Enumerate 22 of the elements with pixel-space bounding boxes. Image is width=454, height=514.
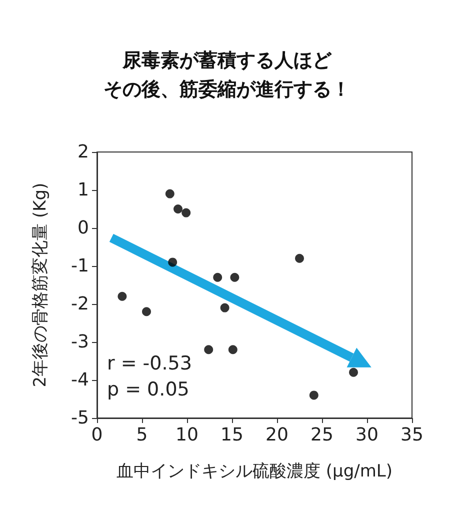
x-tick-label: 20 <box>266 424 288 446</box>
y-tick-label: -4 <box>71 370 89 390</box>
y-axis-title: 2年後の骨格筋変化量 (Kg) <box>30 182 50 388</box>
x-tick-label: 15 <box>220 424 244 446</box>
x-axis-title: 血中インドキシル硫酸濃度 (μg/mL) <box>116 462 393 482</box>
y-tick-label: -1 <box>71 256 89 276</box>
chart-title: 尿毒素が蓄積する人ほど <box>122 50 332 72</box>
y-tick-label: -3 <box>71 332 89 352</box>
chart-subtitle: その後、筋委縮が進行する！ <box>104 78 350 100</box>
y-tick-label: -2 <box>71 294 89 314</box>
x-tick-label: 10 <box>176 424 198 446</box>
y-tick-label: 0 <box>78 218 89 238</box>
x-tick-label: 35 <box>400 424 424 446</box>
y-tick-label: 1 <box>78 180 89 200</box>
x-tick-label: 25 <box>310 424 334 446</box>
annotation: p = 0.05 <box>107 378 190 400</box>
x-tick-label: 0 <box>91 424 103 446</box>
x-tick-label: 5 <box>136 424 148 446</box>
x-tick-label: 30 <box>356 424 378 446</box>
annotation: r = -0.53 <box>107 352 192 374</box>
y-tick-label: 2 <box>78 142 89 162</box>
y-tick-label: -5 <box>71 408 89 428</box>
